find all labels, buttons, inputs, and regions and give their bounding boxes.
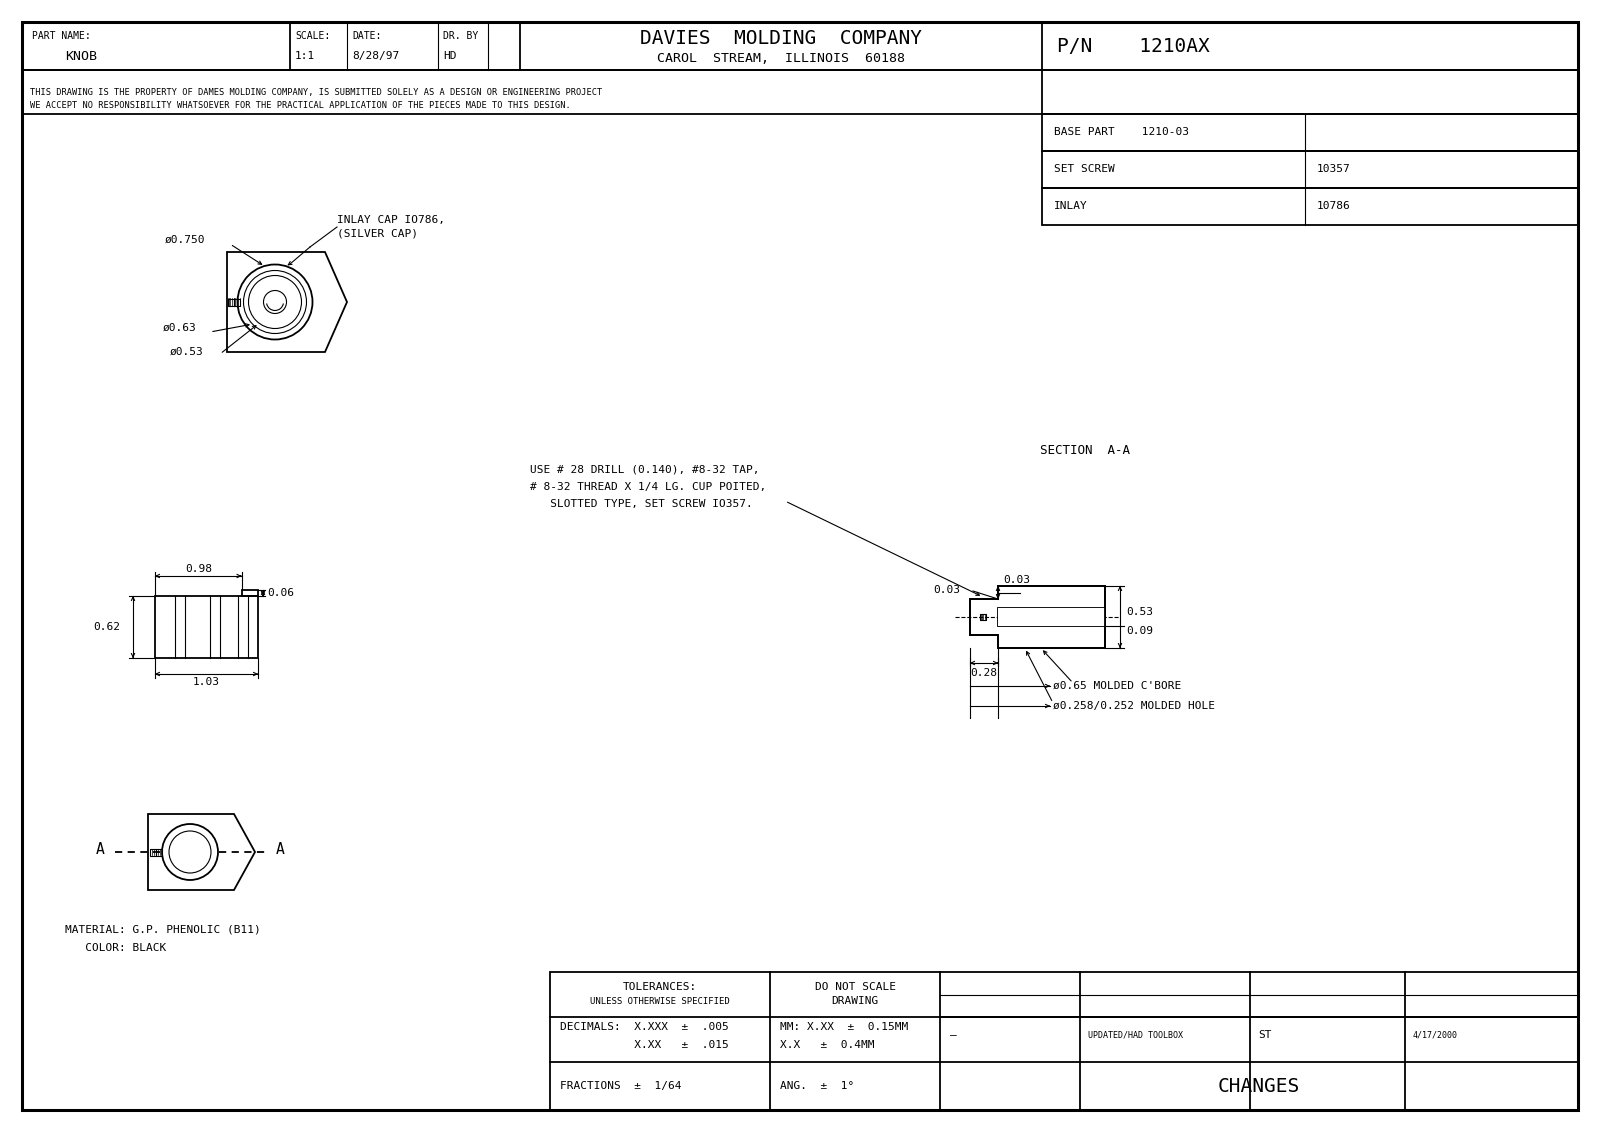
Text: FRACTIONS  ±  1/64: FRACTIONS ± 1/64 <box>560 1081 682 1091</box>
Text: DRAWING: DRAWING <box>832 996 878 1006</box>
Bar <box>998 608 1106 626</box>
Text: DAVIES  MOLDING  COMPANY: DAVIES MOLDING COMPANY <box>640 29 922 49</box>
Text: 0.53: 0.53 <box>1126 607 1154 617</box>
Bar <box>22 70 1578 114</box>
Text: INLAY CAP IO786,: INLAY CAP IO786, <box>338 215 445 225</box>
Bar <box>998 586 1106 648</box>
Text: ø0.750: ø0.750 <box>165 235 205 245</box>
Text: (SILVER CAP): (SILVER CAP) <box>338 229 418 239</box>
Text: 0.28: 0.28 <box>971 668 997 678</box>
Text: 0.03: 0.03 <box>933 585 960 595</box>
Text: UPDATED/HAD TOOLBOX: UPDATED/HAD TOOLBOX <box>1088 1031 1182 1040</box>
Text: MATERIAL: G.P. PHENOLIC (B11): MATERIAL: G.P. PHENOLIC (B11) <box>66 925 261 935</box>
Text: BASE PART    1210-03: BASE PART 1210-03 <box>1054 128 1189 137</box>
Text: USE # 28 DRILL (0.140), #8-32 TAP,: USE # 28 DRILL (0.140), #8-32 TAP, <box>530 465 760 475</box>
Bar <box>1042 151 1578 188</box>
Text: X.X   ±  0.4MM: X.X ± 0.4MM <box>781 1039 875 1049</box>
Bar <box>550 972 1578 1110</box>
Text: P/N    1210AX: P/N 1210AX <box>1058 36 1210 55</box>
Bar <box>155 597 258 658</box>
Text: 0.03: 0.03 <box>1003 575 1030 585</box>
Text: DATE:: DATE: <box>352 31 381 41</box>
Text: ST: ST <box>1258 1030 1272 1040</box>
Text: MM: X.XX  ±  0.15MM: MM: X.XX ± 0.15MM <box>781 1022 909 1032</box>
Text: ø0.53: ø0.53 <box>170 348 203 357</box>
Text: ø0.65 MOLDED C'BORE: ø0.65 MOLDED C'BORE <box>1053 681 1181 691</box>
Bar <box>150 849 157 856</box>
Text: –: – <box>950 1030 957 1040</box>
Text: CAROL  STREAM,  ILLINOIS  60188: CAROL STREAM, ILLINOIS 60188 <box>658 52 906 66</box>
Text: HD: HD <box>443 51 456 61</box>
Text: 8/28/97: 8/28/97 <box>352 51 400 61</box>
Text: THIS DRAWING IS THE PROPERTY OF DAMES MOLDING COMPANY, IS SUBMITTED SOLELY AS A : THIS DRAWING IS THE PROPERTY OF DAMES MO… <box>30 87 602 96</box>
Text: 10786: 10786 <box>1317 201 1350 212</box>
Text: PART NAME:: PART NAME: <box>32 31 91 41</box>
Text: ø0.258/0.252 MOLDED HOLE: ø0.258/0.252 MOLDED HOLE <box>1053 701 1214 711</box>
Text: ANG.  ±  1°: ANG. ± 1° <box>781 1081 854 1091</box>
Text: 0.62: 0.62 <box>93 621 120 632</box>
Bar <box>227 299 234 306</box>
Text: KNOB: KNOB <box>66 50 98 62</box>
Text: INLAY: INLAY <box>1054 201 1088 212</box>
Text: SET SCREW: SET SCREW <box>1054 164 1115 174</box>
Text: # 8-32 THREAD X 1/4 LG. CUP POITED,: # 8-32 THREAD X 1/4 LG. CUP POITED, <box>530 482 766 492</box>
Text: DR. BY: DR. BY <box>443 31 478 41</box>
Bar <box>1042 114 1578 151</box>
Bar <box>998 608 1106 626</box>
Text: UNLESS OTHERWISE SPECIFIED: UNLESS OTHERWISE SPECIFIED <box>590 997 730 1006</box>
Text: 1:1: 1:1 <box>294 51 315 61</box>
Bar <box>234 299 240 306</box>
Text: A: A <box>275 842 285 858</box>
Text: COLOR: BLACK: COLOR: BLACK <box>66 943 166 953</box>
Bar <box>1042 188 1578 225</box>
Text: SECTION  A-A: SECTION A-A <box>1040 444 1130 456</box>
Text: 10357: 10357 <box>1317 164 1350 174</box>
Text: TOLERANCES:: TOLERANCES: <box>622 983 698 993</box>
Polygon shape <box>970 586 1106 648</box>
Text: DO NOT SCALE: DO NOT SCALE <box>814 983 896 993</box>
Text: SLOTTED TYPE, SET SCREW IO357.: SLOTTED TYPE, SET SCREW IO357. <box>530 499 752 509</box>
Text: ø0.63: ø0.63 <box>163 323 197 333</box>
Bar <box>979 614 986 620</box>
Text: A: A <box>96 842 104 858</box>
Text: 0.98: 0.98 <box>184 564 211 574</box>
Bar <box>242 590 258 597</box>
Text: CHANGES: CHANGES <box>1218 1077 1301 1096</box>
Bar <box>22 22 1578 70</box>
Bar <box>157 849 162 856</box>
Bar <box>970 599 998 635</box>
Text: DECIMALS:  X.XXX  ±  .005: DECIMALS: X.XXX ± .005 <box>560 1022 728 1032</box>
Text: 4/17/2000: 4/17/2000 <box>1413 1031 1458 1040</box>
Text: X.XX   ±  .015: X.XX ± .015 <box>560 1039 728 1049</box>
Text: 0.09: 0.09 <box>1126 626 1154 636</box>
Text: 0.06: 0.06 <box>267 588 294 598</box>
Text: WE ACCEPT NO RESPONSIBILITY WHATSOEVER FOR THE PRACTICAL APPLICATION OF THE PIEC: WE ACCEPT NO RESPONSIBILITY WHATSOEVER F… <box>30 101 571 110</box>
Text: 1.03: 1.03 <box>194 677 221 687</box>
Text: SCALE:: SCALE: <box>294 31 330 41</box>
